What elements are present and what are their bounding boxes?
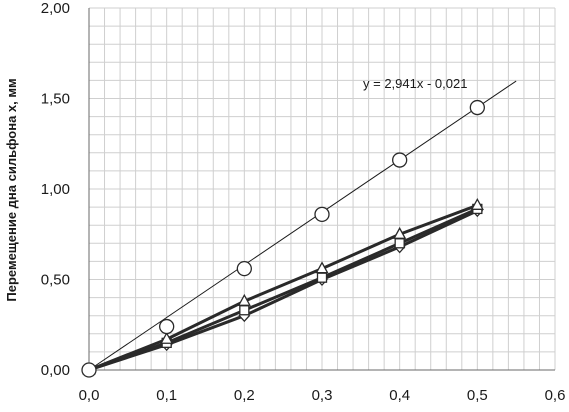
trendline-equation: y = 2,941x - 0,021 bbox=[363, 76, 467, 91]
data-point-circle bbox=[392, 152, 408, 168]
y-tick-label: 1,00 bbox=[41, 181, 70, 198]
x-tick-label: 0,4 bbox=[389, 387, 410, 404]
data-point-triangle bbox=[237, 293, 251, 306]
x-tick-labels: 0,0 0,1 0,2 0,3 0,4 0,5 0,6 bbox=[79, 387, 566, 404]
x-tick-label: 0,5 bbox=[467, 387, 488, 404]
grid bbox=[89, 7, 556, 370]
x-tick-label: 0,1 bbox=[156, 387, 177, 404]
axes bbox=[88, 8, 555, 371]
y-tick-label: 0,00 bbox=[41, 362, 70, 379]
series-line-triangle bbox=[88, 203, 478, 372]
series-line-square bbox=[88, 207, 478, 372]
x-tick-label: 0,3 bbox=[312, 387, 333, 404]
data-point-square bbox=[394, 238, 405, 249]
y-tick-labels: 0,00 0,50 1,00 1,50 2,00 bbox=[41, 0, 70, 379]
x-tick-label: 0,6 bbox=[545, 387, 566, 404]
data-point-square bbox=[239, 305, 250, 316]
data-point-triangle bbox=[393, 226, 407, 239]
series-group bbox=[81, 99, 485, 378]
data-point-square bbox=[316, 272, 328, 283]
data-point-circle bbox=[314, 206, 330, 222]
data-point-triangle bbox=[315, 261, 329, 274]
y-axis-label: Перемещение дна сильфона x, мм bbox=[4, 78, 19, 301]
y-tick-label: 2,00 bbox=[41, 0, 70, 17]
trendline-line bbox=[88, 80, 517, 371]
data-point-circle bbox=[236, 260, 252, 277]
y-tick-label: 1,50 bbox=[41, 91, 70, 108]
x-tick-label: 0,2 bbox=[234, 387, 255, 404]
x-tick-label: 0,0 bbox=[79, 387, 100, 404]
y-tick-label: 0,50 bbox=[41, 272, 70, 289]
trendline bbox=[88, 80, 517, 371]
data-point-circle bbox=[81, 362, 97, 378]
data-point-triangle bbox=[470, 197, 484, 210]
data-point-circle bbox=[469, 99, 485, 116]
data-point-triangle bbox=[160, 331, 174, 344]
data-point-circle bbox=[159, 318, 175, 335]
